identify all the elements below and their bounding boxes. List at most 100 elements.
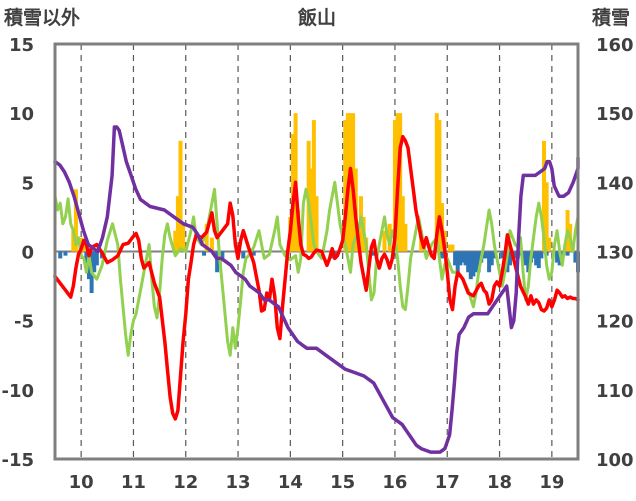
left-tick-2: 5 — [21, 173, 34, 194]
x-tick-11: 11 — [121, 472, 146, 493]
precip-bar-27 — [382, 230, 387, 252]
x-tick-15: 15 — [330, 472, 355, 493]
sunshine-bar-47 — [534, 251, 539, 266]
sunshine-bar-20 — [455, 251, 460, 273]
x-tick-12: 12 — [173, 472, 198, 493]
sunshine-bar-34 — [492, 251, 497, 259]
precip-bar-32 — [400, 196, 405, 252]
left-tick-4: -5 — [14, 312, 34, 333]
x-tick-13: 13 — [226, 472, 251, 493]
sunshine-bar-43 — [523, 251, 528, 266]
precip-bar-16 — [309, 168, 314, 252]
right-axis-label: 積雪 — [592, 6, 630, 29]
humidity_change-line — [53, 180, 580, 357]
precip-bar-41 — [542, 140, 547, 252]
right-tick-4: 120 — [596, 312, 634, 333]
x-tick-19: 19 — [539, 472, 564, 493]
sunshine-bar-17 — [372, 251, 377, 256]
sunshine-bar-19 — [453, 251, 458, 266]
precip-bar-39 — [447, 244, 452, 252]
precip-bar-0 — [71, 230, 76, 252]
right-tick-0: 160 — [596, 35, 634, 56]
sunshine-bar-27 — [474, 251, 479, 273]
sunshine-bar-5 — [92, 251, 97, 273]
sunshine-bar-39 — [513, 251, 518, 259]
plot-frame — [53, 42, 580, 461]
chart-title: 飯山 — [297, 6, 336, 29]
sunshine-bar-6 — [94, 251, 99, 266]
precip-bar-42 — [544, 182, 549, 252]
sunshine-bar-26 — [471, 251, 476, 277]
sunshine-bar-24 — [466, 251, 471, 273]
left-tick-labels: 15 10 5 0 -5 -10 -15 — [1, 35, 34, 471]
x-tick-17: 17 — [435, 472, 460, 493]
sunshine-bar-54 — [565, 251, 570, 256]
sunshine-bar-32 — [487, 251, 492, 273]
left-tick-1: 10 — [9, 104, 34, 125]
right-tick-3: 130 — [596, 243, 634, 264]
sunshine-bar-23 — [463, 251, 468, 266]
left-tick-6: -15 — [1, 450, 34, 471]
precip-bar-6 — [178, 140, 183, 252]
precip-bar-17 — [311, 120, 316, 252]
precip-bar-4 — [173, 230, 178, 252]
sunshine-bar-38 — [508, 251, 513, 266]
precip-bar-43 — [547, 237, 552, 252]
right-tick-6: 100 — [596, 450, 634, 471]
sunshine-bar-46 — [531, 251, 536, 259]
sunshine-bar-14 — [251, 251, 256, 256]
sunshine-bar-49 — [539, 251, 544, 259]
precip-bar-33 — [403, 223, 408, 252]
precip-bar-7 — [181, 223, 186, 252]
x-tick-18: 18 — [487, 472, 512, 493]
sunshine-bar-25 — [468, 251, 473, 280]
precip-bar-19 — [343, 120, 348, 252]
line-series — [53, 125, 580, 454]
sunshine-bar-9 — [202, 251, 207, 256]
precip-bar-1 — [73, 189, 78, 252]
precip-bar-5 — [175, 196, 180, 252]
x-tick-14: 14 — [278, 472, 303, 493]
sunshine-bar-48 — [536, 251, 541, 269]
precip-bar-40 — [450, 244, 455, 252]
snow-line — [53, 125, 580, 454]
sunshine-bar-31 — [484, 251, 489, 259]
right-tick-labels: 160 150 140 130 120 110 100 — [596, 35, 634, 471]
sunshine-bar-1 — [63, 251, 68, 256]
sunshine-bar-22 — [460, 251, 465, 263]
sunshine-bar-55 — [573, 251, 578, 263]
vertical-gridlines — [80, 44, 553, 459]
x-tick-16: 16 — [382, 472, 407, 493]
left-tick-5: -10 — [1, 381, 34, 402]
sunshine-bar-13 — [241, 251, 246, 259]
left-tick-3: 0 — [21, 243, 34, 264]
left-axis-label: 積雪以外 — [4, 6, 80, 29]
right-tick-5: 110 — [596, 381, 634, 402]
sunshine-bar-2 — [84, 251, 89, 266]
precip-bar-29 — [392, 120, 397, 252]
sunshine-bar-35 — [500, 251, 505, 259]
precip-bar-18 — [314, 196, 319, 252]
sunshine-bar-10 — [215, 251, 220, 273]
sunshine-bar-44 — [526, 251, 531, 273]
x-tick-10: 10 — [69, 472, 94, 493]
sunshine-bar-30 — [481, 251, 486, 259]
sunshine-bar-18 — [440, 251, 445, 259]
right-tick-2: 140 — [596, 173, 634, 194]
precip-bar-31 — [398, 113, 403, 252]
temp_change-line — [53, 134, 580, 421]
sunshine-bar-21 — [458, 251, 463, 266]
left-tick-0: 15 — [9, 35, 34, 56]
precip-bar-3 — [81, 244, 86, 252]
precip-bar-8 — [204, 223, 209, 252]
sunshine-bar-33 — [489, 251, 494, 266]
precip-bar-9 — [209, 237, 214, 252]
x-tick-labels: 10 11 12 13 14 15 16 17 18 19 — [69, 472, 565, 493]
precip-bar-35 — [434, 113, 439, 252]
sunshine-bar-12 — [220, 251, 225, 259]
sunshine-bar-51 — [555, 251, 560, 263]
right-tick-1: 150 — [596, 104, 634, 125]
sunshine-bar-28 — [476, 251, 481, 273]
precip-bar-36 — [437, 120, 442, 252]
